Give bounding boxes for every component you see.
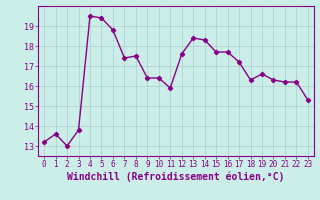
X-axis label: Windchill (Refroidissement éolien,°C): Windchill (Refroidissement éolien,°C): [67, 172, 285, 182]
